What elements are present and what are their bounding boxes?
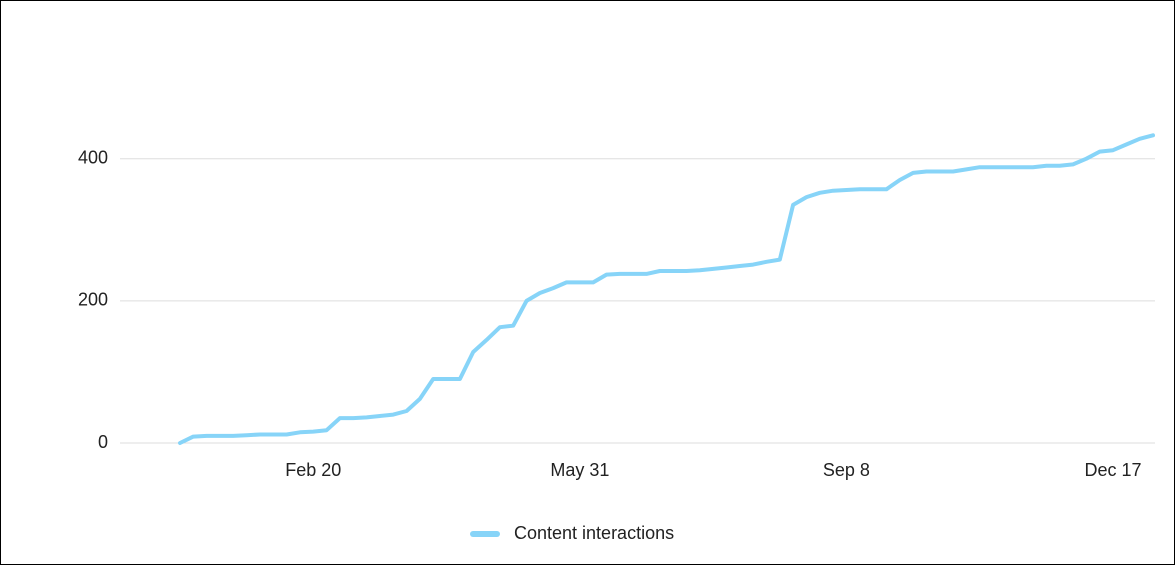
y-tick-label: 200 [78,290,108,310]
y-tick-label: 400 [78,147,108,167]
legend-label: Content interactions [514,523,674,543]
line [178,133,1155,445]
x-tick-label: May 31 [550,460,609,480]
x-tick-label: Feb 20 [285,460,341,480]
x-tick-label: Dec 17 [1084,460,1141,480]
y-tick-label: 0 [98,432,108,452]
x-tick-label: Sep 8 [823,460,870,480]
